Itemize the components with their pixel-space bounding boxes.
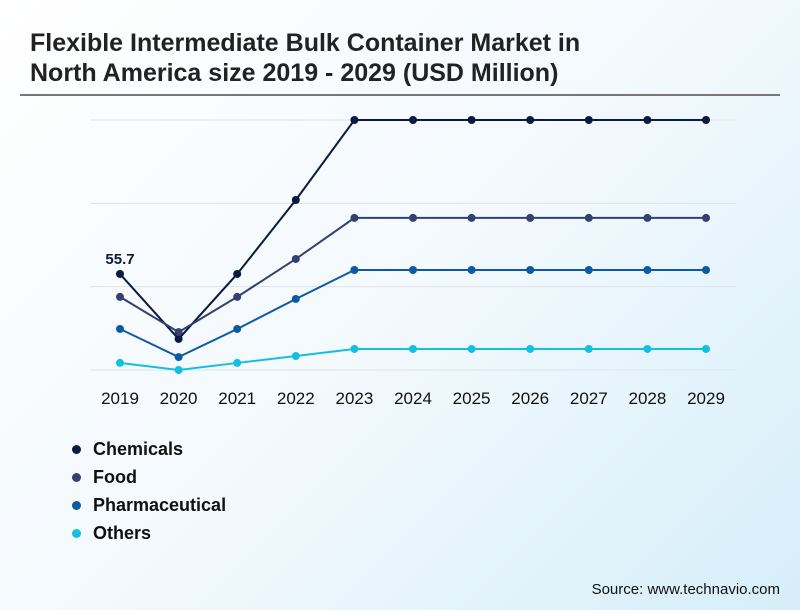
- data-point: [584, 344, 593, 353]
- data-point: [643, 344, 652, 353]
- x-tick-label: 2022: [277, 389, 315, 408]
- data-point: [291, 254, 300, 263]
- data-point: [233, 269, 242, 278]
- chart-title: Flexible Intermediate Bulk Container Mar…: [30, 29, 581, 87]
- data-point: [702, 116, 710, 124]
- data-point: [174, 366, 183, 374]
- legend-item: Others: [72, 519, 226, 547]
- legend-item: Chemicals: [72, 435, 226, 463]
- data-point: [116, 269, 124, 278]
- data-point: [467, 266, 476, 274]
- data-point: [702, 213, 710, 222]
- legend-label: Chemicals: [93, 438, 184, 459]
- data-point: [643, 266, 652, 274]
- source-text: Source: www.technavio.com: [591, 581, 780, 598]
- data-point: [409, 344, 417, 353]
- x-tick-label: 2026: [511, 389, 549, 408]
- legend-item: Pharmaceutical: [72, 491, 226, 519]
- x-tick-label: 2024: [394, 389, 432, 408]
- data-point: [233, 324, 242, 333]
- x-tick-label: 2020: [160, 389, 198, 408]
- x-tick-label: 2023: [335, 389, 373, 408]
- data-point: [116, 324, 124, 333]
- x-tick-label: 2025: [453, 389, 491, 408]
- legend-marker-icon: [72, 528, 81, 538]
- series-line-food: [119, 216, 706, 334]
- data-point: [350, 213, 359, 222]
- data-point: [526, 116, 535, 124]
- x-tick-label: 2028: [628, 389, 666, 408]
- data-point: [526, 344, 535, 353]
- x-tick-label: 2027: [570, 389, 608, 408]
- data-point: [233, 358, 242, 367]
- data-point: [467, 213, 476, 222]
- data-point: [350, 116, 359, 124]
- data-point: [350, 266, 359, 274]
- data-point: [409, 213, 417, 222]
- data-point: [526, 213, 535, 222]
- legend-marker-icon: [72, 472, 81, 482]
- data-point: [291, 294, 300, 303]
- legend-label: Pharmaceutical: [93, 494, 227, 515]
- data-point: [233, 292, 242, 301]
- data-point: [409, 116, 417, 124]
- title-divider: [20, 94, 780, 96]
- data-point: [643, 116, 652, 124]
- legend-item: Food: [72, 463, 226, 491]
- x-tick-label: 2021: [218, 389, 256, 408]
- data-point: [291, 196, 300, 204]
- data-point: [350, 344, 359, 353]
- data-point: [116, 358, 124, 367]
- legend-label: Others: [93, 522, 152, 543]
- data-point: [584, 266, 593, 274]
- data-point: [116, 292, 124, 301]
- legend-marker-icon: [72, 500, 81, 510]
- data-point: [409, 266, 417, 274]
- data-point: [174, 328, 183, 337]
- x-tick-label: 2019: [101, 389, 139, 408]
- series-line-chemicals: [119, 119, 706, 341]
- data-point: [643, 213, 652, 222]
- data-point: [174, 334, 183, 343]
- data-point: [291, 352, 300, 361]
- data-point: [702, 266, 710, 274]
- data-point: [174, 353, 183, 362]
- data-label: 55.7: [105, 251, 134, 268]
- x-tick-label: 2029: [687, 389, 725, 408]
- data-point: [702, 344, 710, 353]
- data-point: [584, 116, 593, 124]
- data-point: [526, 266, 535, 274]
- legend-marker-icon: [72, 444, 81, 454]
- legend-label: Food: [93, 466, 137, 487]
- data-point: [584, 213, 593, 222]
- data-point: [467, 116, 476, 124]
- legend: Chemicals Food Pharmaceutical Others: [72, 435, 226, 547]
- data-point: [467, 344, 476, 353]
